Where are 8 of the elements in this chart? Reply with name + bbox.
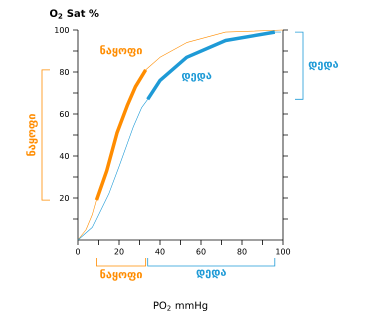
series-label: ნაყოფი xyxy=(100,45,142,57)
text: დედა xyxy=(196,269,226,278)
series-label: დედა xyxy=(182,72,212,82)
x-axis-title: PO$_{2}$ mmHg xyxy=(154,302,208,311)
text: ნაყოფი xyxy=(26,114,38,156)
text: დედა xyxy=(308,61,338,70)
text: ნაყოფი xyxy=(100,269,142,281)
y-axis-title: O$_{2}$ Sat % xyxy=(50,9,99,19)
